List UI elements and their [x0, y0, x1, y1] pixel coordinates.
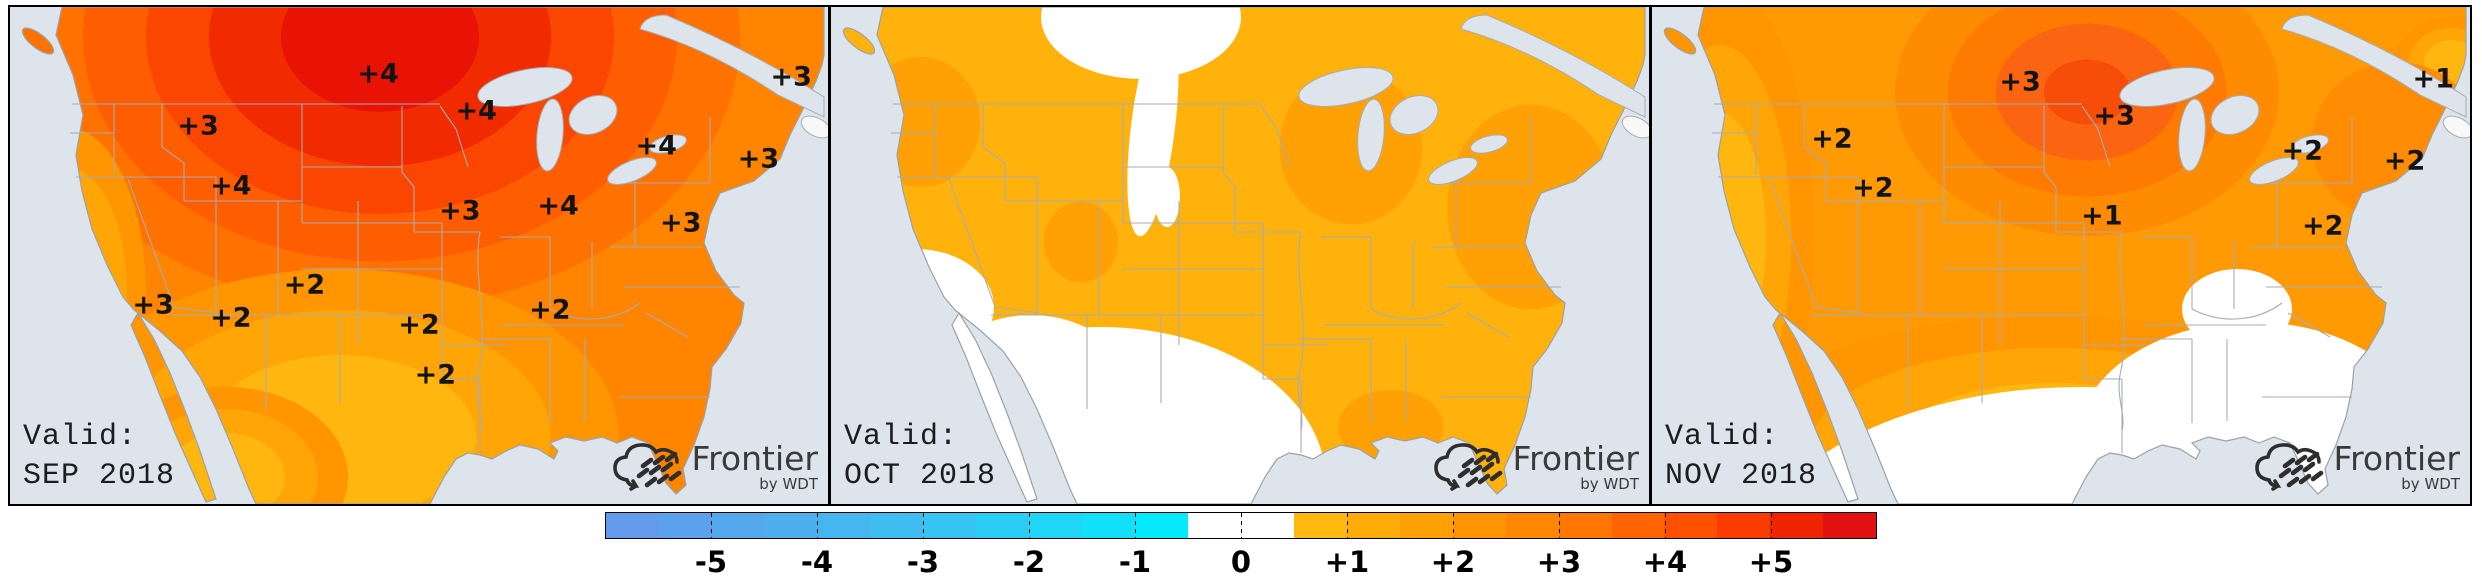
colorbar-segment — [923, 513, 977, 538]
us-temperature-anomaly-map-nov — [1652, 7, 2470, 504]
colorbar-tick — [1135, 513, 1136, 538]
colorbar-tick-label: -5 — [694, 545, 728, 579]
colorbar-segment — [1399, 513, 1453, 538]
valid-date: OCT 2018 — [844, 459, 997, 493]
colorbar-tick-label: +3 — [1536, 545, 1582, 579]
colorbar-segment — [1505, 513, 1559, 538]
valid-caption: Valid: SEP 2018 — [23, 418, 175, 496]
cloud-hatch-icon — [1430, 440, 1506, 494]
colorbar-tick-label: +4 — [1642, 545, 1688, 579]
colorbar-segment — [1293, 513, 1347, 538]
logo-brand-text: Frontier — [1512, 438, 1639, 478]
colorbar-segment — [1029, 513, 1083, 538]
colorbar-tick-label: -2 — [1012, 545, 1046, 579]
colorbar-tick — [1559, 513, 1560, 538]
colorbar-segment — [1135, 513, 1189, 538]
colorbar-segment — [1823, 513, 1877, 538]
forecast-maps-strip: +4 +4 +3 +3 +4 +3 +4 +3 +4 +3 +2 +3 +2 +2 +2 +2 Valid: … — [8, 5, 2472, 506]
colorbar-tick — [1241, 513, 1242, 538]
colorbar-tick — [1453, 513, 1454, 538]
colorbar-segment — [1082, 513, 1136, 538]
map-panel-oct: Valid: OCT 2018 Frontier by WDT — [828, 7, 1649, 504]
colorbar-segment — [606, 513, 659, 538]
logo-sub-text: by WDT — [759, 474, 818, 493]
anomaly-colorbar — [605, 512, 1877, 539]
valid-label: Valid: — [23, 420, 138, 454]
colorbar-segment — [1664, 513, 1718, 538]
colorbar-tick-label: -4 — [800, 545, 834, 579]
colorbar-segment — [1558, 513, 1612, 538]
colorbar-segment — [870, 513, 924, 538]
valid-label: Valid: — [1665, 420, 1780, 454]
colorbar-segment — [711, 513, 765, 538]
colorbar-tick-label: +2 — [1430, 545, 1476, 579]
valid-caption: Valid: OCT 2018 — [844, 418, 996, 496]
logo-sub-text: by WDT — [1580, 474, 1639, 493]
colorbar-tick — [817, 513, 818, 538]
colorbar-tick — [1665, 513, 1666, 538]
colorbar-tick — [923, 513, 924, 538]
colorbar-segment — [976, 513, 1030, 538]
colorbar-segment — [817, 513, 871, 538]
colorbar-segment — [764, 513, 818, 538]
colorbar-segment — [1452, 513, 1506, 538]
colorbar-tick-label: +1 — [1324, 545, 1370, 579]
logo-sub-text: by WDT — [2401, 474, 2460, 493]
cloud-hatch-icon — [609, 440, 685, 494]
colorbar-tick-label: 0 — [1230, 545, 1252, 579]
frontier-logo: Frontier by WDT — [2251, 440, 2460, 494]
colorbar-segment — [1346, 513, 1400, 538]
colorbar-tick — [711, 513, 712, 538]
valid-date: NOV 2018 — [1665, 459, 1818, 493]
colorbar-tick-label: -1 — [1118, 545, 1152, 579]
us-temperature-anomaly-map-oct — [831, 7, 1649, 504]
colorbar-segment — [1717, 513, 1771, 538]
colorbar-tick — [1029, 513, 1030, 538]
valid-label: Valid: — [844, 420, 959, 454]
colorbar-segment — [1188, 513, 1242, 538]
map-panel-sep: +4 +4 +3 +3 +4 +3 +4 +3 +4 +3 +2 +3 +2 +2 +2 +2 Valid: … — [10, 7, 828, 504]
map-panel-nov: +3 +3 +1 +2 +2 +1 +2 +2 +2 Valid: NOV 2018 Front… — [1649, 7, 2470, 504]
colorbar-segment — [1611, 513, 1665, 538]
valid-caption: Valid: NOV 2018 — [1665, 418, 1817, 496]
colorbar-tick — [1347, 513, 1348, 538]
frontier-logo: Frontier by WDT — [609, 440, 818, 494]
cloud-hatch-icon — [2251, 440, 2327, 494]
colorbar-tick-label: +5 — [1748, 545, 1794, 579]
colorbar-segment — [1241, 513, 1294, 538]
colorbar-tick — [1771, 513, 1772, 538]
colorbar-segment — [658, 513, 712, 538]
colorbar-segment — [1770, 513, 1824, 538]
colorbar-zone: -5 -4 -3 -2 -1 0 +1 +2 +3 +4 +5 — [0, 512, 2482, 579]
valid-date: SEP 2018 — [23, 459, 176, 493]
us-temperature-anomaly-map-sep — [10, 7, 828, 504]
logo-brand-text: Frontier — [691, 438, 818, 478]
logo-brand-text: Frontier — [2333, 438, 2460, 478]
frontier-logo: Frontier by WDT — [1430, 440, 1639, 494]
colorbar-tick-label: -3 — [906, 545, 940, 579]
